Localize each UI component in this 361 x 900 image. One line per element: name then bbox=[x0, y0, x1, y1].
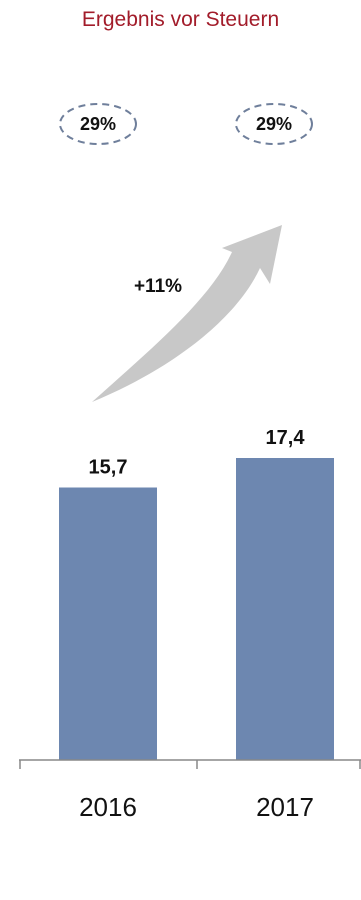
margin-badge-2017: 29% bbox=[234, 100, 314, 148]
margin-badge-2016: 29% bbox=[58, 100, 138, 148]
bar-2016 bbox=[59, 487, 157, 760]
margin-badge-label: 29% bbox=[255, 113, 293, 134]
dashed-ellipse-icon bbox=[235, 103, 313, 145]
growth-arrow-icon bbox=[92, 225, 282, 402]
x-axis: 2016 2017 bbox=[19, 759, 361, 822]
x-tick-label: 2017 bbox=[256, 792, 314, 822]
chart-title: Ergebnis vor Steuern bbox=[81, 8, 280, 31]
bar-value-label: 17,4 bbox=[266, 427, 306, 449]
bar-2017 bbox=[236, 458, 334, 760]
growth-label: +11% bbox=[133, 276, 183, 297]
margin-badge-label: 29% bbox=[79, 113, 117, 134]
bar-value-label: 15,7 bbox=[89, 457, 128, 479]
dashed-ellipse-icon bbox=[59, 103, 137, 145]
x-tick-label: 2016 bbox=[79, 792, 137, 822]
